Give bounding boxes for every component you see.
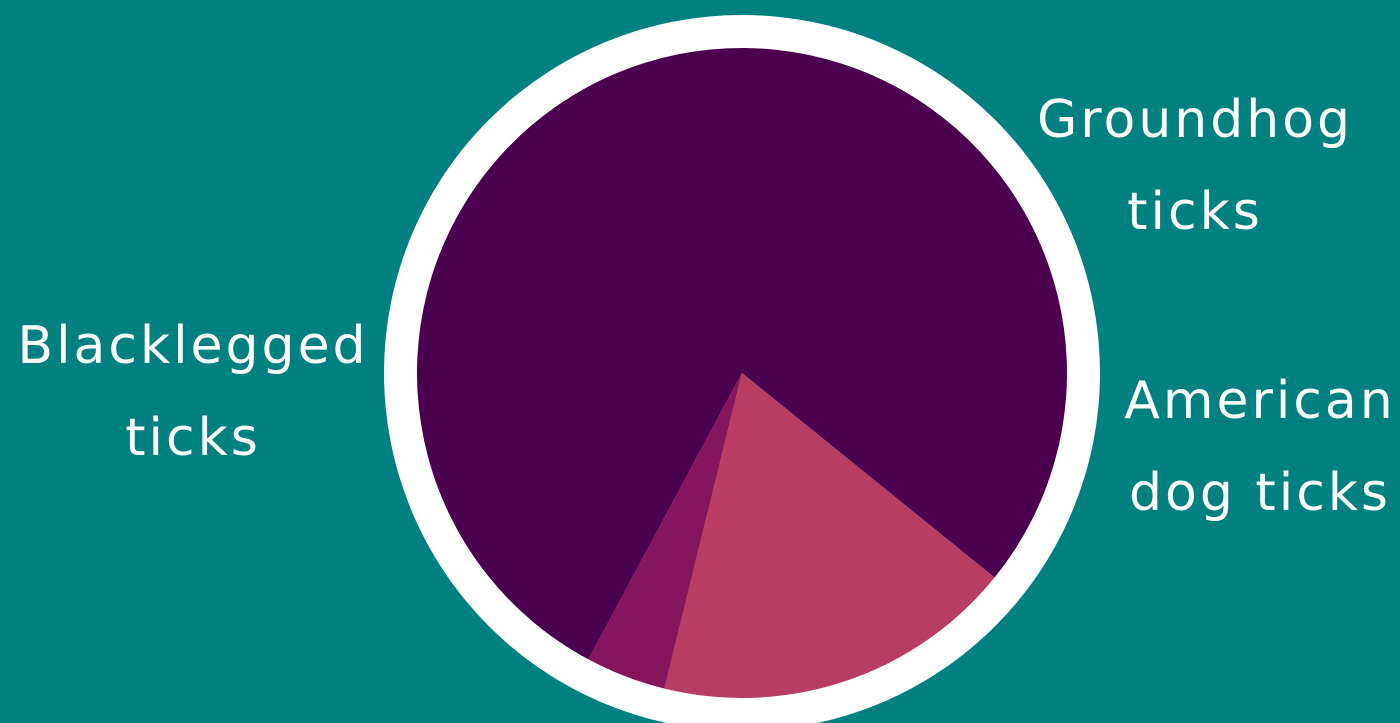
slice-label-line: ticks: [125, 408, 261, 468]
slice-label-blacklegged: Blacklegged ticks: [8, 300, 378, 484]
pie-slice-1: [588, 373, 742, 689]
slice-label-line: Groundhog: [1036, 90, 1354, 150]
pie-slices: [417, 47, 1068, 699]
slice-label-american-dog: American dog ticks: [1095, 355, 1400, 539]
slice-label-line: ticks: [1127, 182, 1263, 242]
pie-slice-2: [664, 373, 995, 699]
slice-label-line: Blacklegged: [17, 316, 369, 376]
slice-label-groundhog: Groundhog ticks: [1010, 74, 1380, 258]
slice-label-line: dog ticks: [1129, 463, 1391, 523]
slice-label-line: American: [1124, 371, 1396, 431]
pie-slice-0: [417, 47, 1068, 660]
